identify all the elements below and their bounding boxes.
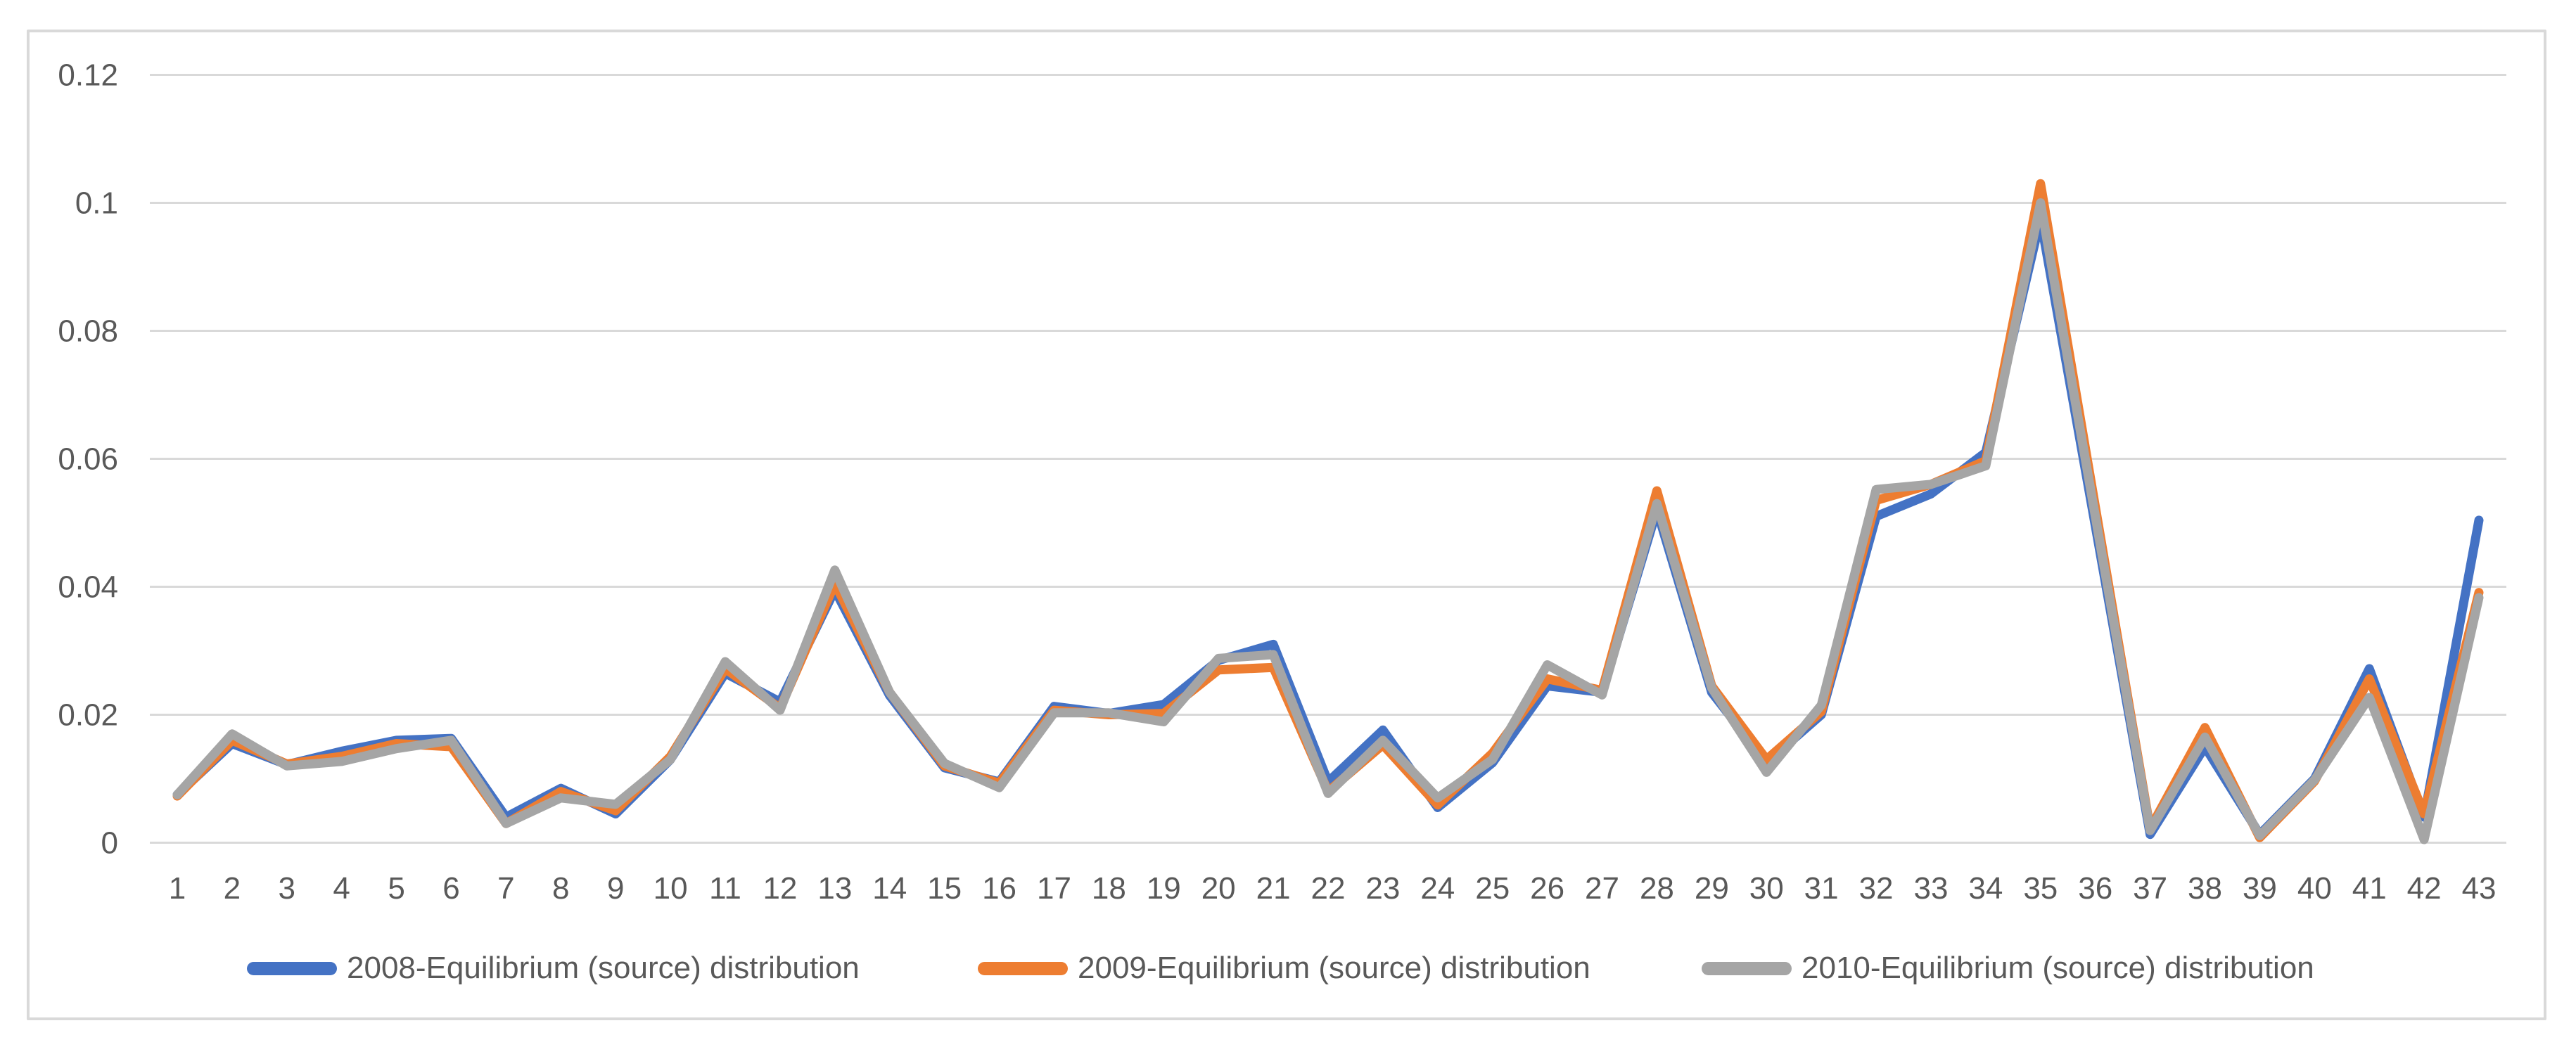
x-tick-label-12: 12 <box>763 871 797 906</box>
chart-frame <box>27 30 2546 1020</box>
x-tick-label-26: 26 <box>1530 871 1564 906</box>
x-tick-label-42: 42 <box>2407 871 2442 906</box>
x-tick-label-5: 5 <box>388 871 404 906</box>
x-tick-label-8: 8 <box>552 871 569 906</box>
x-tick-label-20: 20 <box>1201 871 1236 906</box>
chart-legend: 2008-Equilibrium (source) distribution 2… <box>0 944 2576 993</box>
x-tick-label-15: 15 <box>927 871 962 906</box>
x-tick-label-17: 17 <box>1037 871 1071 906</box>
x-tick-label-14: 14 <box>872 871 907 906</box>
x-tick-label-38: 38 <box>2188 871 2222 906</box>
x-tick-label-37: 37 <box>2133 871 2167 906</box>
gridlines <box>150 74 2506 844</box>
x-tick-label-22: 22 <box>1311 871 1346 906</box>
legend-item-2009: 2009-Equilibrium (source) distribution <box>978 944 1590 993</box>
legend-label-2010: 2010-Equilibrium (source) distribution <box>1802 951 2314 985</box>
x-tick-label-31: 31 <box>1804 871 1839 906</box>
x-tick-label-29: 29 <box>1695 871 1729 906</box>
x-tick-label-10: 10 <box>653 871 688 906</box>
x-tick-label-32: 32 <box>1859 871 1894 906</box>
y-tick-label-0: 0 <box>101 826 118 861</box>
x-tick-label-35: 35 <box>2023 871 2058 906</box>
x-tick-label-11: 11 <box>709 871 741 906</box>
y-tick-label-0.12: 0.12 <box>58 58 118 93</box>
legend-swatch-2010 <box>1702 961 1792 975</box>
x-tick-label-2: 2 <box>224 871 241 906</box>
x-tick-label-43: 43 <box>2462 871 2497 906</box>
legend-swatch-2008 <box>247 961 337 975</box>
x-tick-label-3: 3 <box>279 871 295 906</box>
y-tick-label-0.1: 0.1 <box>75 186 118 221</box>
x-tick-label-28: 28 <box>1640 871 1674 906</box>
x-tick-label-33: 33 <box>1914 871 1949 906</box>
series-line-2010 <box>172 198 2484 844</box>
x-tick-label-36: 36 <box>2078 871 2112 906</box>
y-tick-label-0.04: 0.04 <box>58 570 118 605</box>
x-tick-label-23: 23 <box>1365 871 1400 906</box>
y-axis-tick-labels: 0 0.02 0.04 0.06 0.08 0.1 0.12 <box>58 58 118 861</box>
x-tick-label-30: 30 <box>1749 871 1784 906</box>
x-tick-label-13: 13 <box>817 871 852 906</box>
x-tick-label-9: 9 <box>607 871 624 906</box>
legend-item-2010: 2010-Equilibrium (source) distribution <box>1702 944 2314 993</box>
x-tick-label-24: 24 <box>1420 871 1455 906</box>
x-tick-label-34: 34 <box>1968 871 2003 906</box>
x-tick-label-4: 4 <box>333 871 350 906</box>
x-tick-label-21: 21 <box>1256 871 1291 906</box>
legend-label-2009: 2009-Equilibrium (source) distribution <box>1078 951 1590 985</box>
x-tick-label-27: 27 <box>1585 871 1619 906</box>
y-tick-label-0.08: 0.08 <box>58 314 118 349</box>
y-tick-label-0.06: 0.06 <box>58 442 118 477</box>
y-tick-label-0.02: 0.02 <box>58 698 118 733</box>
x-tick-label-41: 41 <box>2352 871 2387 906</box>
legend-item-2008: 2008-Equilibrium (source) distribution <box>247 944 860 993</box>
x-tick-label-39: 39 <box>2243 871 2277 906</box>
legend-swatch-2009 <box>978 961 1068 975</box>
x-tick-label-6: 6 <box>442 871 459 906</box>
x-tick-label-25: 25 <box>1475 871 1510 906</box>
legend-label-2008: 2008-Equilibrium (source) distribution <box>347 951 860 985</box>
x-tick-label-18: 18 <box>1092 871 1126 906</box>
x-tick-label-7: 7 <box>497 871 514 906</box>
x-tick-label-19: 19 <box>1147 871 1181 906</box>
series-lines <box>172 179 2484 844</box>
x-tick-label-40: 40 <box>2297 871 2332 906</box>
x-tick-label-16: 16 <box>982 871 1016 906</box>
x-axis-tick-labels: 1 2 3 4 5 6 7 8 9 10 11 12 13 14 15 16 17 18 19 20 21 22 23 24 2… <box>169 871 2497 906</box>
x-tick-label-1: 1 <box>169 871 186 906</box>
